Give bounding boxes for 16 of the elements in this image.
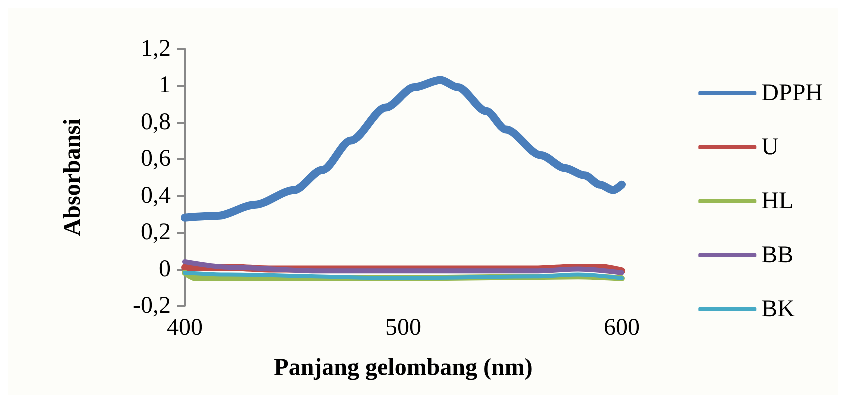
y-tick-label: 0,8 xyxy=(141,109,171,136)
y-tick-label: 0,6 xyxy=(141,146,171,172)
x-tick-label: 500 xyxy=(386,315,422,341)
y-tick-label: 0,4 xyxy=(141,182,171,209)
legend-label: HL xyxy=(762,188,794,214)
y-tick-label: 1,2 xyxy=(141,36,171,62)
y-tick-label: 0,2 xyxy=(141,220,171,246)
x-tick-label: 600 xyxy=(604,315,640,341)
y-tick-label: 1 xyxy=(159,72,171,99)
x-axis-title: Panjang gelombang (nm) xyxy=(274,355,533,381)
legend-label: U xyxy=(762,134,779,160)
y-axis-title: Absorbansi xyxy=(60,118,86,236)
y-tick-label: 0 xyxy=(159,256,171,282)
legend-label: BK xyxy=(762,296,796,322)
legend-label: DPPH xyxy=(762,80,823,106)
legend-label: BB xyxy=(762,242,794,268)
